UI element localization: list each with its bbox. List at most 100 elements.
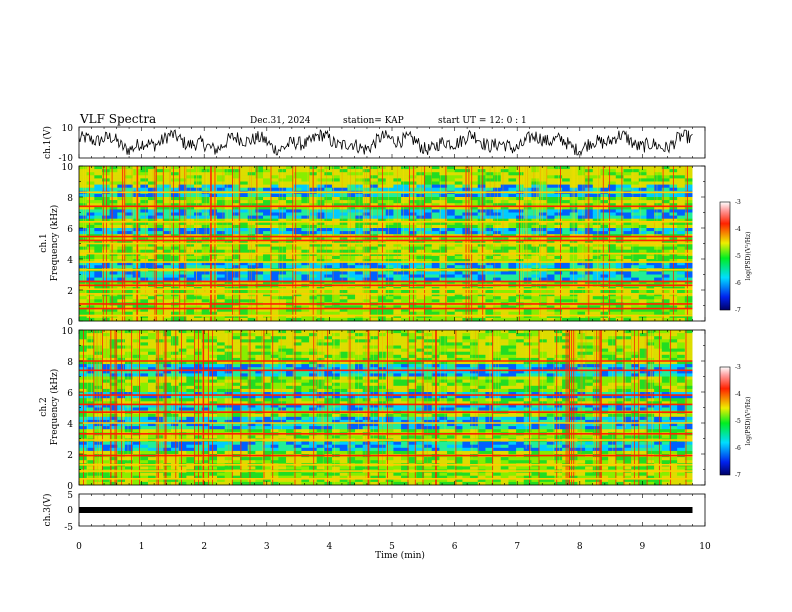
spectrogram-cell xyxy=(424,308,433,312)
spectrogram-cell xyxy=(339,277,348,281)
spectrogram-cell xyxy=(631,187,640,192)
spectrogram-cell xyxy=(117,240,126,244)
spectrogram-cell xyxy=(500,203,509,207)
spectrogram-cell xyxy=(94,382,103,387)
spectrogram-cell xyxy=(569,259,578,263)
spectrogram-cell xyxy=(677,203,686,207)
spectrogram-cell xyxy=(500,209,509,213)
spectrogram-cell xyxy=(493,259,502,263)
spectrogram-cell xyxy=(577,200,586,204)
spectrogram-cell xyxy=(500,228,509,232)
spectrogram-cell xyxy=(109,413,118,418)
spectrogram-cell xyxy=(178,181,187,185)
spectrogram-cell xyxy=(293,296,302,300)
spectrogram-cell xyxy=(516,249,525,254)
spectrogram-cell xyxy=(677,311,686,316)
spectrogram-cell xyxy=(592,221,601,226)
spectrogram-cell xyxy=(217,175,225,179)
spectrogram-cell xyxy=(654,215,663,219)
spectrogram-cell xyxy=(539,311,548,316)
spectrogram-cell xyxy=(439,249,448,254)
spectrogram-cell xyxy=(94,407,103,411)
spectrogram-cell xyxy=(677,181,686,185)
spectrogram-cell xyxy=(623,296,632,300)
spectrogram-cell xyxy=(171,221,179,226)
spectrogram-cell xyxy=(255,271,264,275)
spectrogram-cell xyxy=(132,481,141,486)
spectrogram-cell xyxy=(592,228,601,232)
spectrogram-cell xyxy=(577,215,586,219)
spectrogram-cell xyxy=(224,224,233,229)
spectrogram-cell xyxy=(562,193,571,198)
spectrogram-cell xyxy=(324,314,333,319)
spectrogram-cell xyxy=(370,206,379,210)
spectrogram-cell xyxy=(217,274,225,278)
spectrogram-cell xyxy=(424,240,433,244)
spectrogram-cell xyxy=(646,224,655,229)
spectrogram-cell xyxy=(286,224,295,229)
spectrogram-cell xyxy=(109,255,118,260)
spectrogram-cell xyxy=(362,175,371,179)
spectrogram-cell xyxy=(232,293,241,297)
spectrogram-cell xyxy=(654,221,663,226)
spectrogram-cell xyxy=(577,228,586,232)
spectrogram-cell xyxy=(286,280,295,285)
spectrogram-cell xyxy=(470,296,479,300)
spectrogram-cell xyxy=(646,252,655,257)
spectrogram-cell xyxy=(186,296,195,300)
spectrogram-cell xyxy=(684,221,693,226)
spectrogram-cell xyxy=(155,450,164,455)
spectrogram-cell xyxy=(677,243,686,247)
spectrogram-cell xyxy=(546,308,555,312)
spectrogram-cell xyxy=(424,206,433,210)
spectrogram-cell xyxy=(654,181,663,185)
spectrogram-cell xyxy=(370,246,379,250)
spectrogram-cell xyxy=(654,240,663,244)
spectrogram-cell xyxy=(240,255,249,260)
spectrogram-cell xyxy=(638,166,647,170)
spectrogram-cell xyxy=(347,218,356,223)
spectrogram-cell xyxy=(79,280,87,285)
spectrogram-cell xyxy=(516,280,525,285)
spectrogram-cell xyxy=(232,271,241,275)
spectrogram-cell xyxy=(470,215,479,219)
spectrogram-cell xyxy=(217,243,225,247)
spectrogram-cell xyxy=(155,317,164,322)
spectrogram-cell xyxy=(631,172,640,176)
spectrogram-cell xyxy=(408,252,417,257)
spectrogram-cell xyxy=(638,172,647,176)
spectrogram-cell xyxy=(286,296,295,300)
spectrogram-cell xyxy=(224,311,233,316)
spectrogram-cell xyxy=(255,314,264,319)
spectrogram-cell xyxy=(263,228,272,232)
spectrogram-cell xyxy=(638,249,647,254)
spectrogram-cell xyxy=(431,296,440,300)
spectrogram-cell xyxy=(654,305,663,309)
spectrogram-cell xyxy=(132,376,141,380)
spectrogram-cell xyxy=(240,293,249,297)
spectrogram-cell xyxy=(79,240,87,244)
spectrogram-cell xyxy=(569,187,578,192)
spectrogram-cell xyxy=(155,364,164,368)
spectrogram-cell xyxy=(94,376,103,380)
spectrogram-cell xyxy=(240,228,249,232)
spectrogram-cell xyxy=(270,255,279,260)
spectrogram-cell xyxy=(385,243,394,247)
spectrogram-cell xyxy=(109,429,118,433)
spectrogram-cell xyxy=(125,416,133,421)
spectrogram-cell xyxy=(408,290,417,294)
spectrogram-cell xyxy=(140,175,149,179)
spectrogram-cell xyxy=(194,314,202,319)
spectrogram-cell xyxy=(109,221,118,226)
spectrogram-cell xyxy=(516,172,525,176)
spectrogram-cell xyxy=(132,401,141,405)
spectrogram-cell xyxy=(654,187,663,192)
spectrogram-cell xyxy=(500,187,509,192)
spectrogram-cell xyxy=(447,262,456,266)
spectrogram-cell xyxy=(385,215,394,219)
spectrogram-cell xyxy=(631,274,640,278)
spectrogram-cell xyxy=(408,249,417,254)
spectrogram-cell xyxy=(623,228,632,232)
spectrogram-cell xyxy=(677,246,686,250)
spectrogram-cell xyxy=(209,184,218,188)
